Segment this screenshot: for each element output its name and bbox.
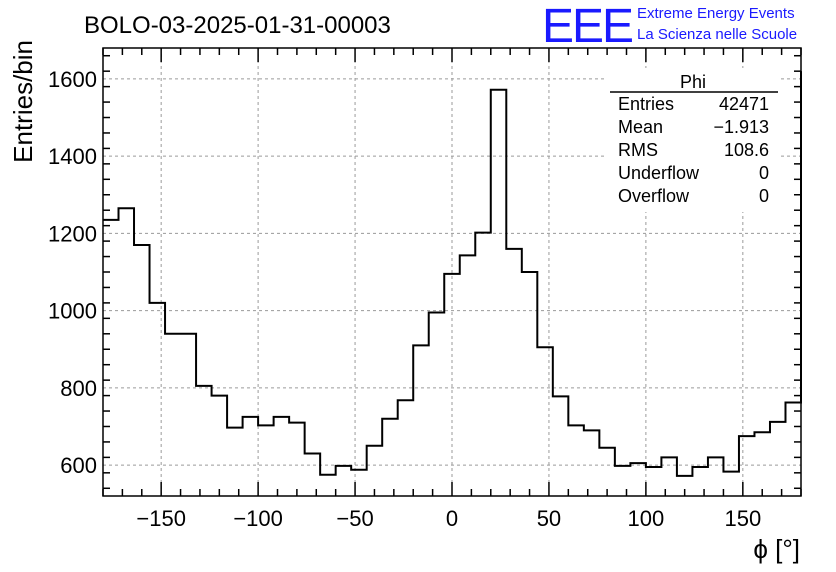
stats-value-entries: 42471 [719, 94, 769, 114]
y-tick-label-5: 1600 [48, 67, 97, 92]
x-tick-label-0: −150 [136, 506, 186, 531]
y-tick-label-3: 1200 [48, 221, 97, 246]
stats-rows: Entries 42471 Mean −1.913 RMS 108.6 Underflow 0… [618, 94, 769, 206]
eee-logo: EEE Extreme Energy Events La Scienza nel… [542, 0, 797, 53]
y-tick-label-2: 1000 [48, 299, 97, 324]
stats-label-overflow: Overflow [618, 186, 690, 206]
chart-title: BOLO-03-2025-01-31-00003 [84, 12, 391, 39]
y-tick-label-4: 1400 [48, 144, 97, 169]
y-axis-label: Entries/bin [8, 40, 38, 163]
stats-value-mean: −1.913 [713, 117, 769, 137]
y-tick-label-0: 600 [60, 453, 97, 478]
logo-line-1: Extreme Energy Events [637, 5, 795, 22]
stats-label-rms: RMS [618, 140, 658, 160]
y-tick-label-1: 800 [60, 376, 97, 401]
x-tick-label-4: 50 [537, 506, 561, 531]
stats-value-rms: 108.6 [724, 140, 769, 160]
x-tick-label-3: 0 [446, 506, 458, 531]
stats-box: Phi Entries 42471 Mean −1.913 RMS 108.6 Underf… [606, 68, 780, 212]
x-tick-label-2: −50 [336, 506, 373, 531]
stats-value-underflow: 0 [759, 163, 769, 183]
y-tick-labels: 600 800 1000 1200 1400 1600 [48, 67, 97, 478]
stats-title: Phi [680, 72, 706, 92]
logo-letters: EEE [542, 0, 632, 53]
x-tick-label-6: 150 [724, 506, 761, 531]
x-tick-label-1: −100 [233, 506, 283, 531]
stats-label-mean: Mean [618, 117, 663, 137]
logo-line-2: La Scienza nelle Scuole [637, 26, 797, 43]
histogram-line [103, 71, 802, 477]
x-tick-labels: −150 −100 −50 0 50 100 150 [136, 506, 761, 531]
x-tick-label-5: 100 [628, 506, 665, 531]
stats-label-entries: Entries [618, 94, 674, 114]
stats-value-overflow: 0 [759, 186, 769, 206]
plot-frame [102, 47, 802, 497]
x-axis-label: ϕ [°] [753, 534, 800, 564]
histogram-series [103, 71, 802, 477]
stats-label-underflow: Underflow [618, 163, 700, 183]
